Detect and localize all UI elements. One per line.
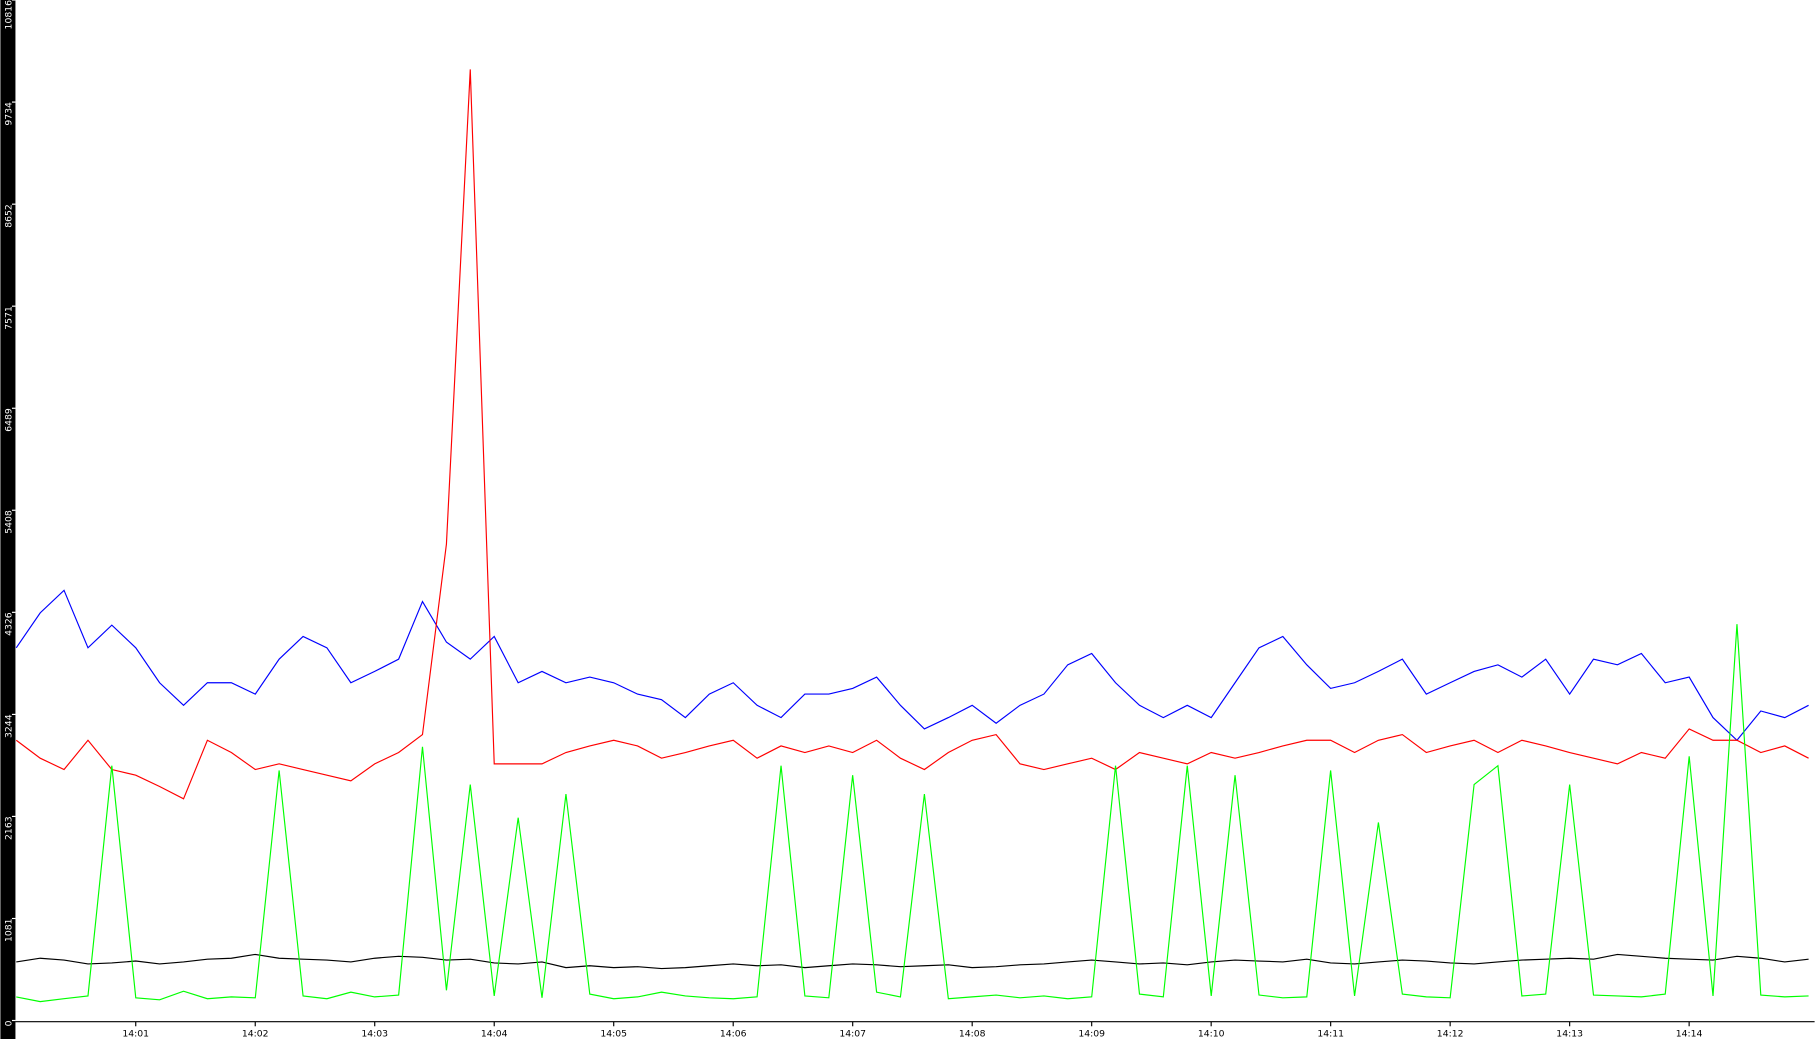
series-line [16,624,1809,1003]
y-tick-label: 8652 [3,204,14,228]
x-tick-label: 14:11 [1317,1029,1344,1039]
x-tick-label: 14:03 [361,1029,388,1039]
y-tick-label: 3244 [3,714,14,738]
x-tick-label: 14:09 [1078,1029,1105,1039]
x-tick-label: 14:04 [481,1029,508,1039]
x-tick-label: 14:10 [1198,1029,1225,1039]
x-tick-label: 14:01 [122,1029,149,1039]
x-tick-label: 14:02 [242,1029,269,1039]
x-tick-label: 14:12 [1437,1029,1464,1039]
x-tick-label: 14:14 [1676,1029,1703,1039]
y-tick-label: 6489 [3,408,14,432]
x-tick-label: 14:08 [959,1029,986,1039]
series-line [15,589,1809,742]
x-tick-label: 14:06 [720,1029,747,1039]
y-tick-label: 7571 [3,306,14,330]
y-tick-label: 5408 [3,510,14,534]
y-tick-label: 1081 [3,918,14,942]
y-tick-label: 9734 [3,102,14,126]
y-tick-label: 10816 [3,0,14,29]
x-tick-label: 14:07 [839,1029,866,1039]
y-tick-label: 0 [3,1020,14,1026]
y-axis-strip [0,0,16,1039]
y-tick-label: 2163 [3,816,14,840]
series-line [16,953,1809,970]
x-tick-label: 14:13 [1556,1029,1583,1039]
y-tick-label: 4326 [3,612,14,636]
x-tick-label: 14:05 [600,1029,627,1039]
series-line [15,69,1809,800]
